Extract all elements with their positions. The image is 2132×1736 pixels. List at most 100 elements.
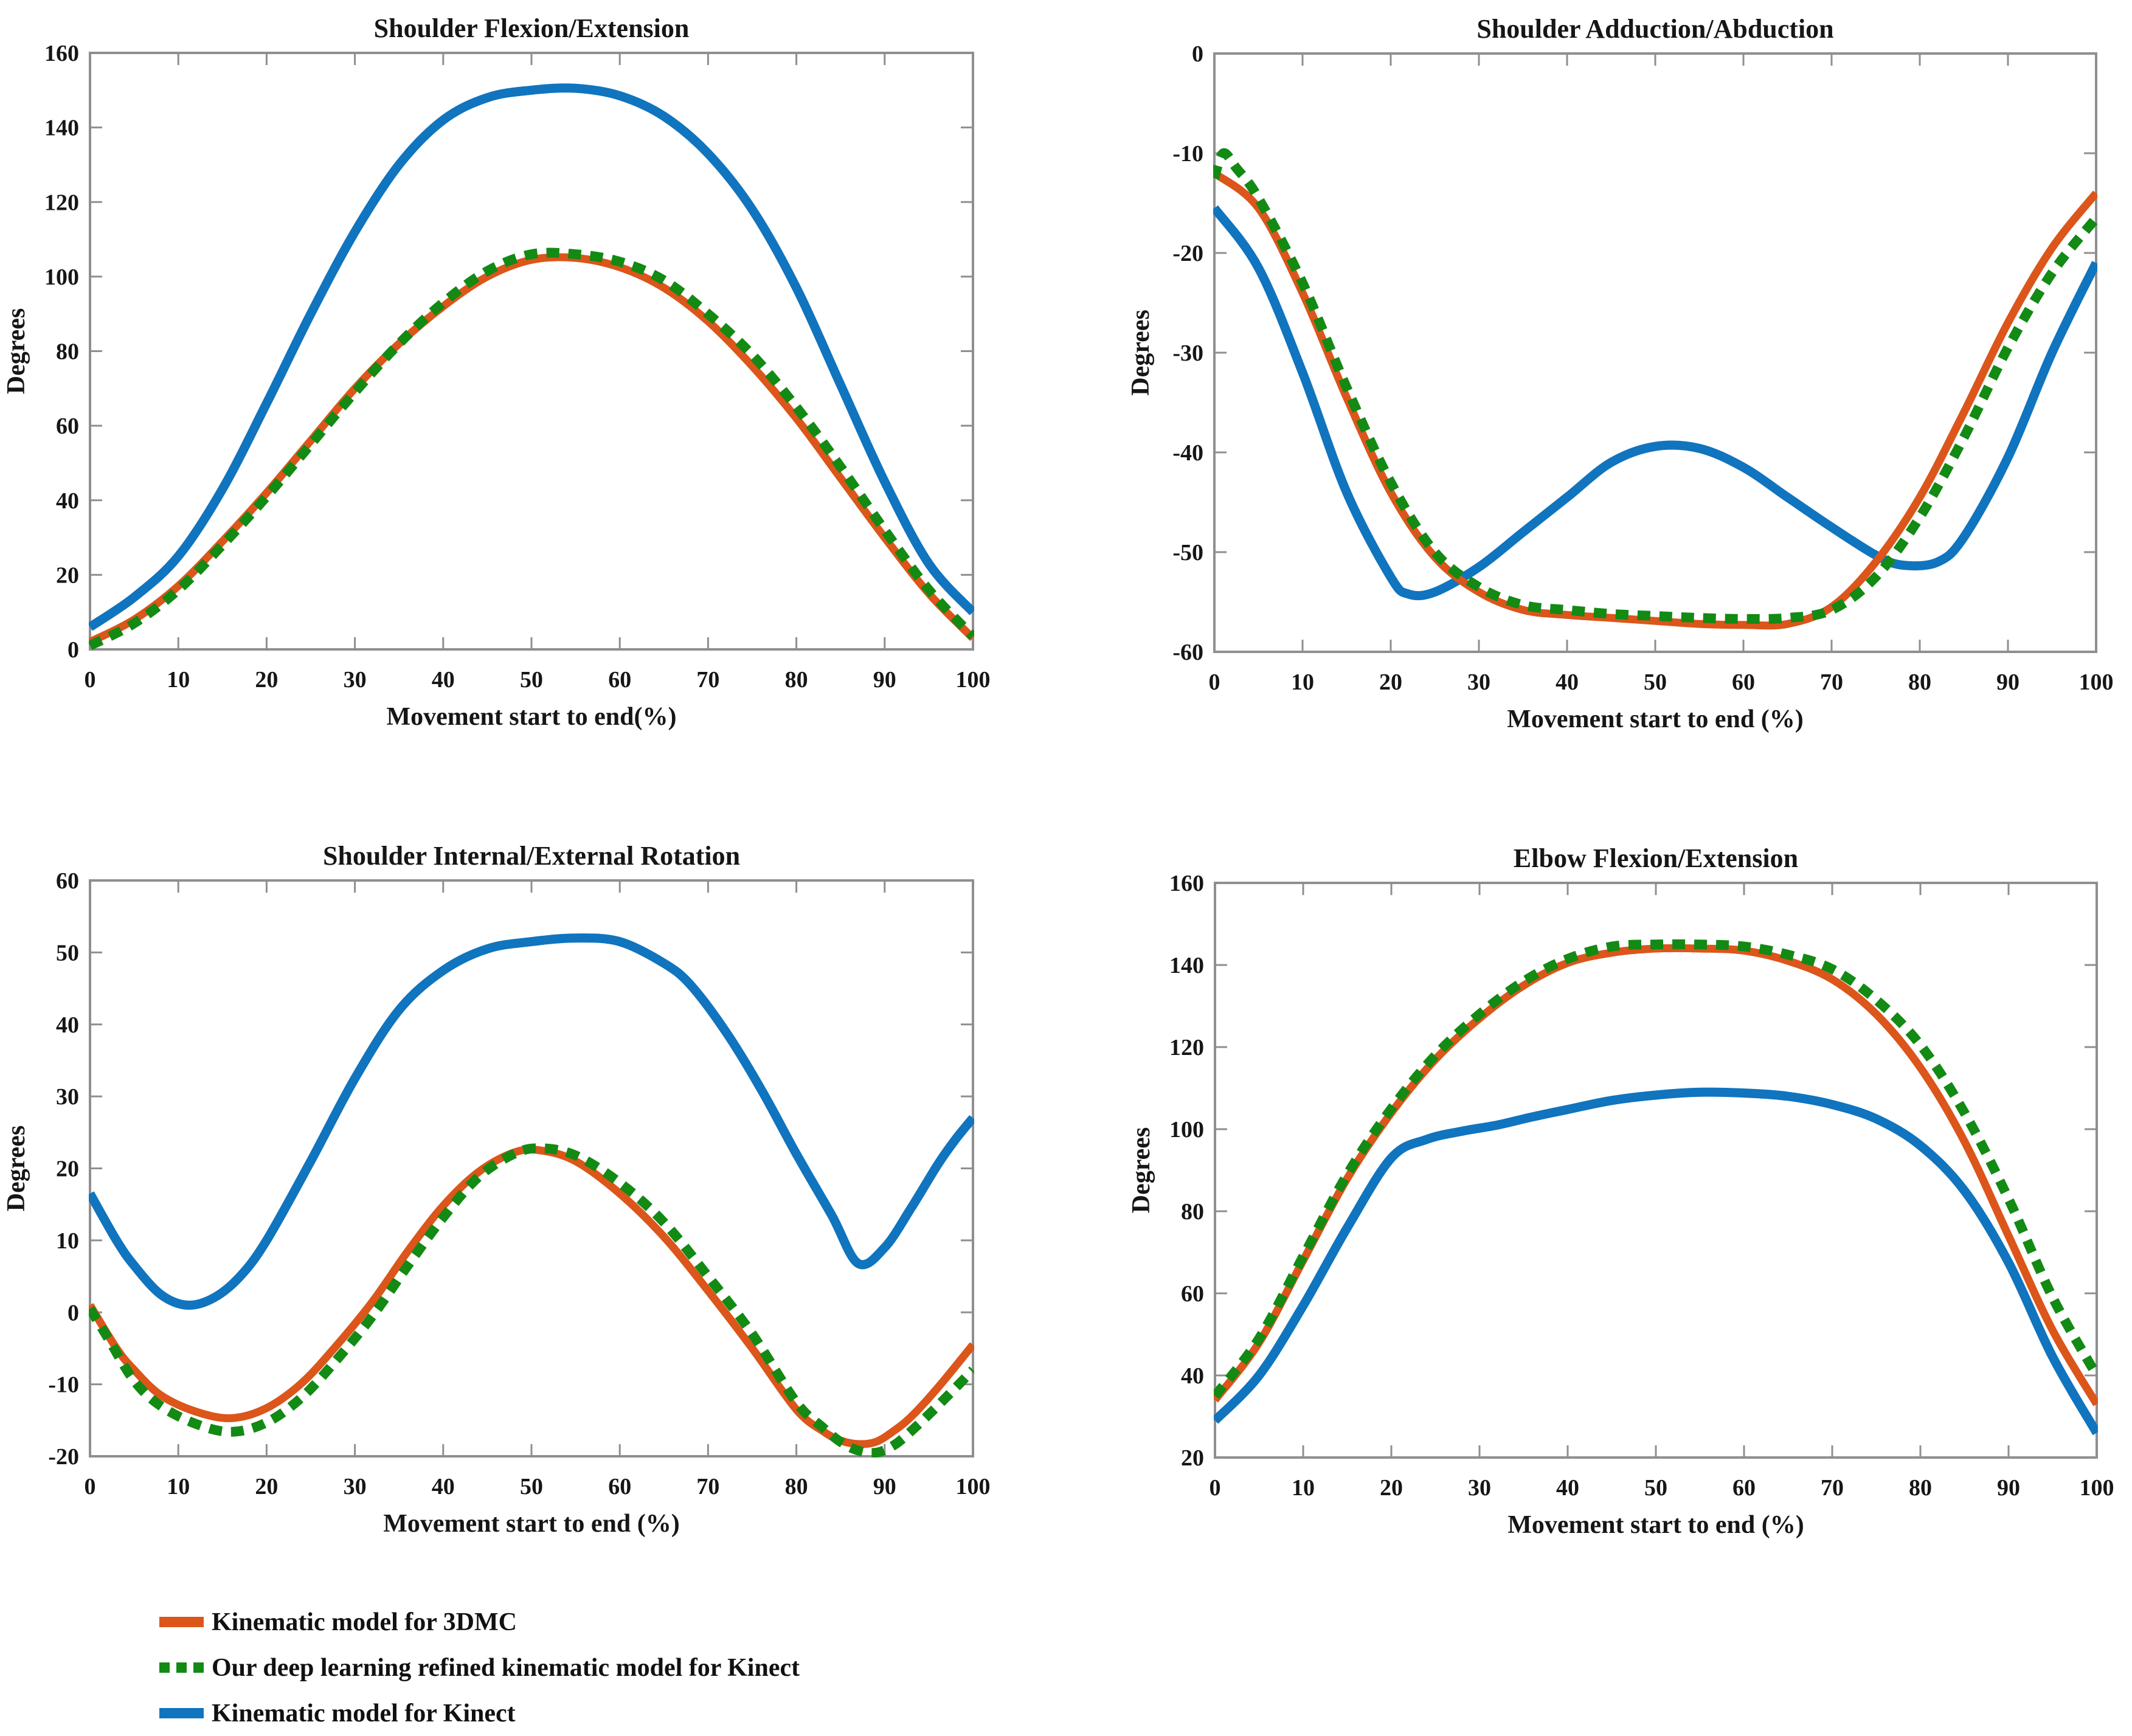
y-tick-label: 40 <box>56 1012 79 1038</box>
x-tick-label: 40 <box>432 667 455 693</box>
y-axis-label: Degrees <box>1127 310 1155 395</box>
y-tick-label: 60 <box>56 868 79 894</box>
x-tick-label: 20 <box>1380 1475 1403 1501</box>
curves <box>89 83 974 651</box>
y-tick-label: 120 <box>1169 1035 1204 1060</box>
curves <box>89 933 974 1458</box>
curve-blue-shoulder-flexion-extension <box>89 83 974 631</box>
x-tick-label: 20 <box>1379 669 1402 695</box>
y-tick-label: 160 <box>1169 871 1204 896</box>
x-tick-label: 0 <box>1209 669 1220 695</box>
curve-blue-shoulder-adduction-abduction <box>1213 205 2097 601</box>
y-tick-label: 40 <box>56 488 79 514</box>
x-tick-label: 10 <box>1291 669 1314 695</box>
y-tick-label: 10 <box>56 1228 79 1254</box>
x-tick-label: 40 <box>1556 1475 1579 1501</box>
x-tick-label: 60 <box>608 1474 631 1499</box>
x-tick-label: 50 <box>520 1474 543 1499</box>
x-tick-label: 90 <box>873 1474 896 1499</box>
x-tick-label: 40 <box>432 1474 455 1499</box>
chart-shoulder-flexion-extension: 0 10 20 30 40 50 60 70 80 90 100 0 20 40 60 80 100 120 140… <box>2 13 991 731</box>
chart-title: Shoulder Internal/External Rotation <box>323 841 740 871</box>
x-tick-label: 90 <box>1996 669 2020 695</box>
x-tick-label: 100 <box>956 1474 991 1499</box>
y-tick-label: -10 <box>1172 141 1203 167</box>
y-tick-label: -30 <box>1172 341 1203 366</box>
x-tick-label: 10 <box>1292 1475 1315 1501</box>
axis-box <box>89 879 974 1458</box>
curve-blue-elbow-flexion-extension <box>1214 1087 2098 1436</box>
legend-item-deep-learning-kinect: Our deep learning refined kinematic mode… <box>159 1645 800 1690</box>
x-tick-label: 70 <box>1821 1475 1844 1501</box>
x-axis-label: Movement start to end (%) <box>1507 705 1804 733</box>
y-tick-label: 80 <box>1181 1199 1204 1225</box>
x-tick-label: 30 <box>344 1474 367 1499</box>
y-tick-label: 100 <box>44 265 79 290</box>
x-tick-label: 60 <box>1732 1475 1756 1501</box>
x-tick-label: 60 <box>608 667 631 693</box>
y-tick-label: -60 <box>1172 640 1203 665</box>
legend-swatch-kinect-line <box>159 1708 204 1718</box>
curves <box>1214 939 2098 1436</box>
chart-title: Shoulder Flexion/Extension <box>374 13 690 43</box>
x-tick-label: 80 <box>785 1474 808 1499</box>
legend-swatch-3dmc-line <box>159 1617 204 1627</box>
x-tick-label: 80 <box>1909 1475 1932 1501</box>
curve-orange-elbow-flexion-extension <box>1214 944 2098 1406</box>
x-tick-label: 30 <box>1468 1475 1491 1501</box>
x-tick-label: 70 <box>696 1474 719 1499</box>
y-tick-label: 20 <box>1181 1445 1204 1471</box>
legend-label-kinect: Kinematic model for Kinect <box>212 1699 516 1727</box>
curve-green-elbow-flexion-extension <box>1214 939 2098 1399</box>
curve-green-shoulder-flexion-extension <box>89 247 974 651</box>
x-tick-label: 0 <box>85 667 96 693</box>
x-axis-label: Movement start to end (%) <box>1507 1511 1804 1539</box>
x-tick-label: 100 <box>2080 1475 2114 1501</box>
curve-blue-shoulder-internal-external-rotation <box>89 933 974 1310</box>
x-tick-label: 80 <box>1908 669 1931 695</box>
curve-green-shoulder-adduction-abduction <box>1213 148 2097 624</box>
x-tick-label: 100 <box>956 667 991 693</box>
legend-label-deep-learning-kinect: Our deep learning refined kinematic mode… <box>212 1653 800 1682</box>
x-tick-label: 50 <box>1644 1475 1667 1501</box>
x-tick-label: 90 <box>873 667 896 693</box>
x-tick-label: 0 <box>85 1474 96 1499</box>
y-tick-label: 60 <box>1181 1281 1204 1307</box>
y-tick-label: 160 <box>44 41 79 66</box>
y-axis-label: Degrees <box>2 308 30 394</box>
chart-elbow-flexion-extension: 0 10 20 30 40 50 60 70 80 90 100 20 40 60 80 100 120 140 1… <box>1127 843 2114 1539</box>
y-tick-label: -40 <box>1172 440 1203 466</box>
y-tick-label: 80 <box>56 339 79 365</box>
y-tick-label: -20 <box>48 1444 79 1470</box>
y-tick-label: 30 <box>56 1084 79 1110</box>
y-tick-label: 0 <box>1192 41 1203 67</box>
chart-shoulder-adduction-abduction: 0 10 20 30 40 50 60 70 80 90 100 0 -10 -20 -30 -40 -50 -6… <box>1127 14 2114 733</box>
axis-box <box>89 52 974 651</box>
axis-box <box>1214 882 2098 1459</box>
x-tick-label: 20 <box>255 667 278 693</box>
axis-box <box>1213 52 2097 653</box>
chart-shoulder-internal-external-rotation: 0 10 20 30 40 50 60 70 80 90 100 -20 -10 0 10 20 30 40 50 6… <box>2 841 991 1538</box>
x-tick-label: 30 <box>1467 669 1490 695</box>
x-tick-label: 10 <box>167 667 190 693</box>
x-axis-label: Movement start to end (%) <box>383 1510 680 1538</box>
x-tick-label: 70 <box>696 667 719 693</box>
y-tick-label: 140 <box>1169 953 1204 978</box>
chart-title: Shoulder Adduction/Abduction <box>1476 14 1833 44</box>
x-tick-label: 0 <box>1210 1475 1221 1501</box>
x-tick-label: 30 <box>344 667 367 693</box>
y-tick-label: 0 <box>67 1300 79 1326</box>
x-tick-label: 60 <box>1732 669 1755 695</box>
x-tick-label: 80 <box>785 667 808 693</box>
y-tick-label: -20 <box>1172 241 1203 266</box>
y-tick-label: 100 <box>1169 1117 1204 1143</box>
curve-orange-shoulder-adduction-abduction <box>1213 170 2097 630</box>
y-tick-label: 120 <box>44 190 79 215</box>
curve-orange-shoulder-internal-external-rotation <box>89 1145 974 1448</box>
chart-title: Elbow Flexion/Extension <box>1514 843 1798 873</box>
y-tick-label: 140 <box>44 116 79 141</box>
x-tick-label: 10 <box>167 1474 190 1499</box>
y-tick-label: -10 <box>48 1372 79 1398</box>
